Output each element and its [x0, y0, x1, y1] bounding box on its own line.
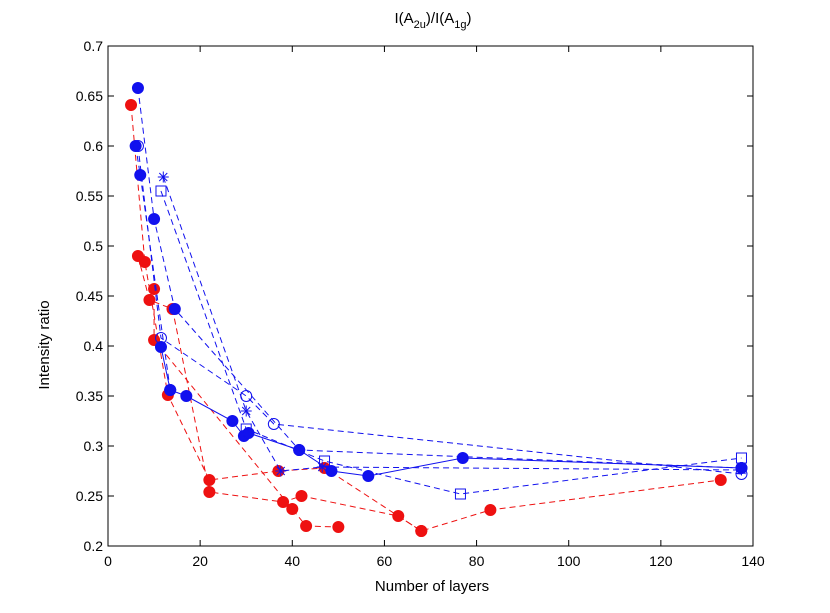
data-point [415, 525, 428, 537]
y-tick-label: 0.7 [84, 38, 104, 54]
x-tick-label: 100 [557, 553, 581, 569]
data-point [157, 171, 169, 183]
data-point [226, 415, 239, 427]
data-point [240, 423, 252, 435]
y-tick-label: 0.6 [84, 138, 104, 154]
y-tick-label: 0.2 [84, 538, 104, 554]
series-6 [131, 140, 748, 480]
data-point [714, 474, 727, 486]
data-point [332, 521, 345, 533]
series-8 [155, 185, 747, 500]
data-point [286, 503, 299, 515]
data-point [300, 520, 313, 532]
x-tick-label: 0 [104, 553, 112, 569]
y-tick-label: 0.45 [76, 288, 103, 304]
ticks-layer: 0 20 40 60 80 100 120 140 0.2 0.25 0.3 0.35 0.4 0.45 0… [76, 38, 765, 569]
x-tick-label: 120 [649, 553, 673, 569]
y-tick-label: 0.3 [84, 438, 104, 454]
y-tick-label: 0.5 [84, 238, 104, 254]
data-point [275, 465, 287, 477]
series-line [137, 255, 422, 532]
series-7 [157, 171, 747, 477]
data-point [148, 283, 161, 295]
x-tick-label: 60 [377, 553, 393, 569]
data-point [203, 474, 216, 486]
data-point [456, 452, 469, 464]
y-axis-label: Intensity ratio [36, 300, 53, 389]
data-point [735, 452, 747, 464]
series-line [153, 289, 339, 528]
data-point [129, 140, 142, 152]
data-point [242, 427, 255, 439]
x-tick-label: 40 [284, 553, 300, 569]
y-tick-label: 0.25 [76, 488, 103, 504]
data-point [203, 486, 216, 498]
data-point [131, 82, 144, 94]
x-axis-label: Number of layers [375, 578, 489, 595]
x-tick-label: 140 [741, 553, 765, 569]
data-point [240, 405, 252, 417]
data-point [148, 213, 161, 225]
series-line [135, 145, 171, 391]
series-line [130, 104, 721, 532]
data-point [134, 169, 147, 181]
data-point [180, 390, 193, 402]
data-point [735, 464, 747, 476]
data-point [392, 510, 405, 522]
data-point [293, 444, 306, 456]
data-point [267, 418, 280, 430]
chart-title: I(A2u)/I(A1g) [394, 10, 471, 31]
data-point [454, 488, 466, 500]
y-tick-label: 0.55 [76, 188, 103, 204]
data-point [168, 303, 181, 315]
data-point [316, 461, 328, 473]
series-line [162, 176, 742, 472]
y-tick-label: 0.35 [76, 388, 103, 404]
series-line [160, 190, 742, 495]
data-point [362, 470, 375, 482]
data-point [131, 140, 144, 152]
series-layer [125, 82, 748, 537]
data-point [154, 332, 167, 344]
y-tick-label: 0.4 [84, 338, 104, 354]
data-point [143, 294, 156, 306]
data-point [164, 384, 177, 396]
x-tick-label: 80 [469, 553, 485, 569]
y-tick-label: 0.65 [76, 88, 103, 104]
data-point [155, 185, 167, 197]
data-point [277, 496, 290, 508]
data-point [484, 504, 497, 516]
data-point [131, 250, 144, 262]
data-point [319, 455, 331, 467]
plot-frame [107, 45, 754, 547]
data-point [295, 490, 308, 502]
data-point [125, 99, 138, 111]
series-line [137, 145, 742, 475]
x-tick-label: 20 [192, 553, 208, 569]
